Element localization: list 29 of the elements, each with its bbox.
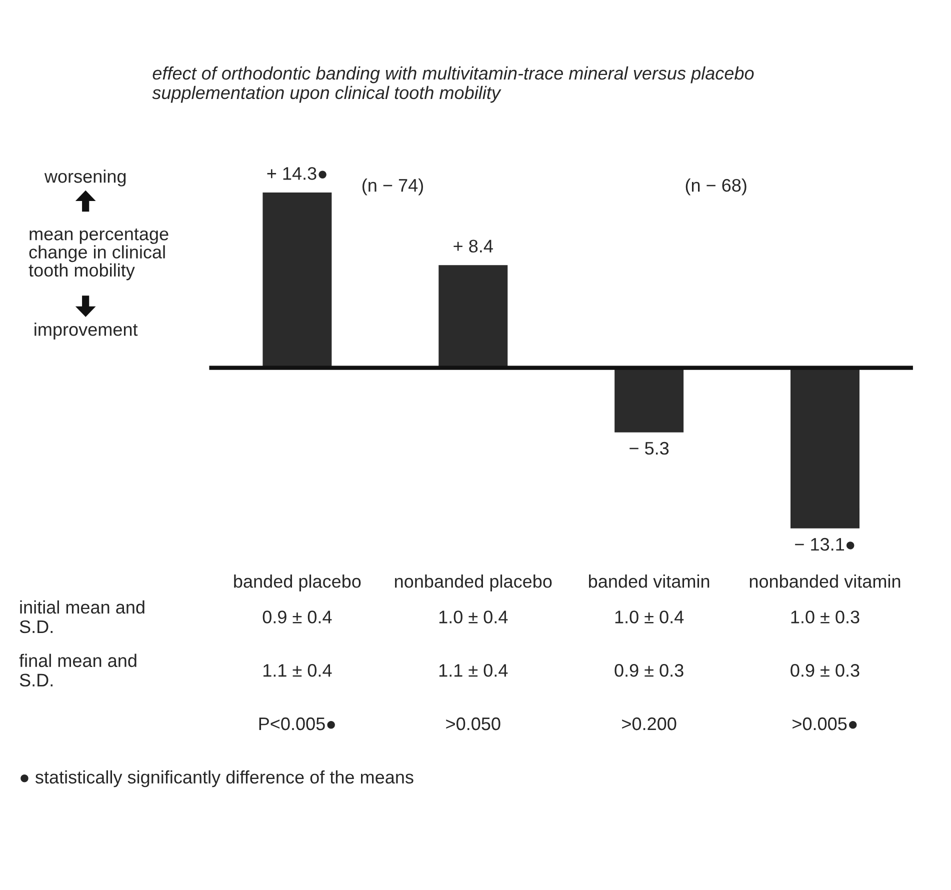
text: ● statistically significantly difference of the means [20, 770, 414, 788]
text: >0.005● [792, 717, 857, 730]
x-tick-label: nonbanded placebo [395, 574, 552, 592]
x-tick-label: banded placebo [234, 574, 361, 592]
text: P<0.005● [259, 717, 335, 730]
text: 1.0 ± 0.4 [615, 610, 684, 624]
data-label: − 13.1● [795, 538, 854, 551]
x-tick-label: banded vitamin [589, 574, 710, 588]
data-label: + 8.4 [454, 240, 493, 253]
text: initial mean and S.D. [20, 600, 144, 634]
text: worsening [44, 170, 126, 186]
text: improvement [34, 322, 138, 340]
annotation: (n − 68) [686, 178, 746, 196]
x-tick-label: nonbanded vitamin [750, 574, 900, 588]
annotation: (n − 74) [362, 178, 423, 196]
chart-title: effect of orthodontic banding with multivitamin-trace mineral versus placebo supplementation upon clinical tooth mobility [152, 66, 754, 103]
text: 1.1 ± 0.4 [263, 664, 332, 677]
text: 0.9 ± 0.3 [790, 664, 860, 677]
data-label: + 14.3● [267, 167, 326, 180]
text: 0.9 ± 0.4 [262, 610, 332, 624]
text: >0.050 [446, 717, 500, 730]
text: 0.9 ± 0.3 [614, 664, 684, 677]
text: 1.0 ± 0.3 [791, 610, 860, 624]
y-axis-title: mean percentage change in clinical tooth mobility [28, 228, 168, 280]
data-label: − 5.3 [630, 442, 669, 455]
text: >0.200 [622, 717, 676, 730]
text: final mean and S.D. [19, 654, 136, 687]
text: 1.1 ± 0.4 [439, 664, 508, 677]
text: 1.0 ± 0.4 [439, 610, 508, 624]
